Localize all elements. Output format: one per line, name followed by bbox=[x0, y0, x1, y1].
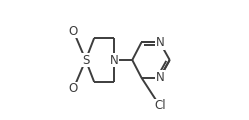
Text: N: N bbox=[110, 54, 118, 66]
Text: N: N bbox=[155, 36, 164, 49]
Text: Cl: Cl bbox=[154, 99, 166, 112]
Text: O: O bbox=[69, 25, 78, 38]
Text: O: O bbox=[69, 82, 78, 95]
Text: N: N bbox=[155, 71, 164, 84]
Text: S: S bbox=[82, 54, 89, 66]
